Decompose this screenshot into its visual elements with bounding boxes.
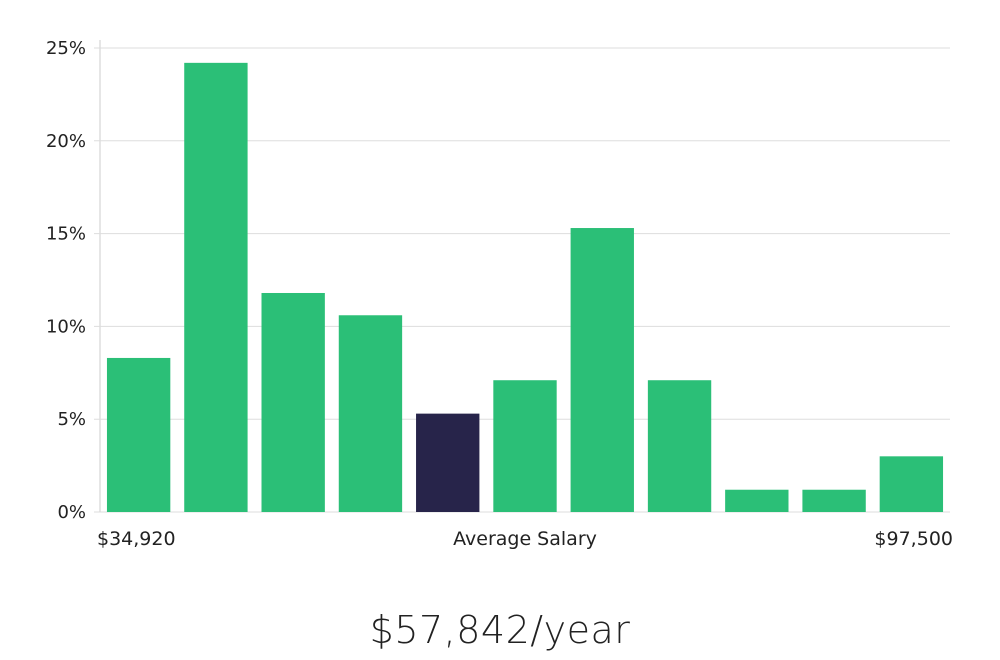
bar bbox=[570, 228, 634, 513]
bar bbox=[725, 489, 789, 512]
x-axis-min-label: $34,920 bbox=[97, 528, 176, 550]
bar bbox=[879, 456, 944, 512]
bar bbox=[184, 62, 248, 513]
y-tick-label: 10% bbox=[46, 316, 86, 337]
salary-histogram: 0% 5% 10% 15% 20% 25% bbox=[46, 38, 950, 523]
average-salary-value: $57,842/year bbox=[369, 608, 631, 652]
bar bbox=[802, 489, 866, 512]
y-tick-label: 0% bbox=[57, 502, 86, 523]
x-axis-title: Average Salary bbox=[453, 528, 597, 550]
bar bbox=[338, 315, 403, 512]
bar bbox=[493, 380, 557, 512]
bars bbox=[106, 62, 944, 513]
bar-highlighted bbox=[416, 413, 480, 512]
bar bbox=[647, 380, 712, 512]
y-tick-label: 20% bbox=[46, 131, 86, 152]
bar bbox=[261, 292, 325, 512]
y-tick-label: 15% bbox=[46, 224, 86, 245]
y-tick-label: 25% bbox=[46, 38, 86, 59]
y-axis-ticks: 0% 5% 10% 15% 20% 25% bbox=[46, 38, 86, 523]
bar bbox=[106, 357, 171, 512]
x-axis-max-label: $97,500 bbox=[874, 528, 953, 550]
y-tick-label: 5% bbox=[57, 409, 86, 430]
